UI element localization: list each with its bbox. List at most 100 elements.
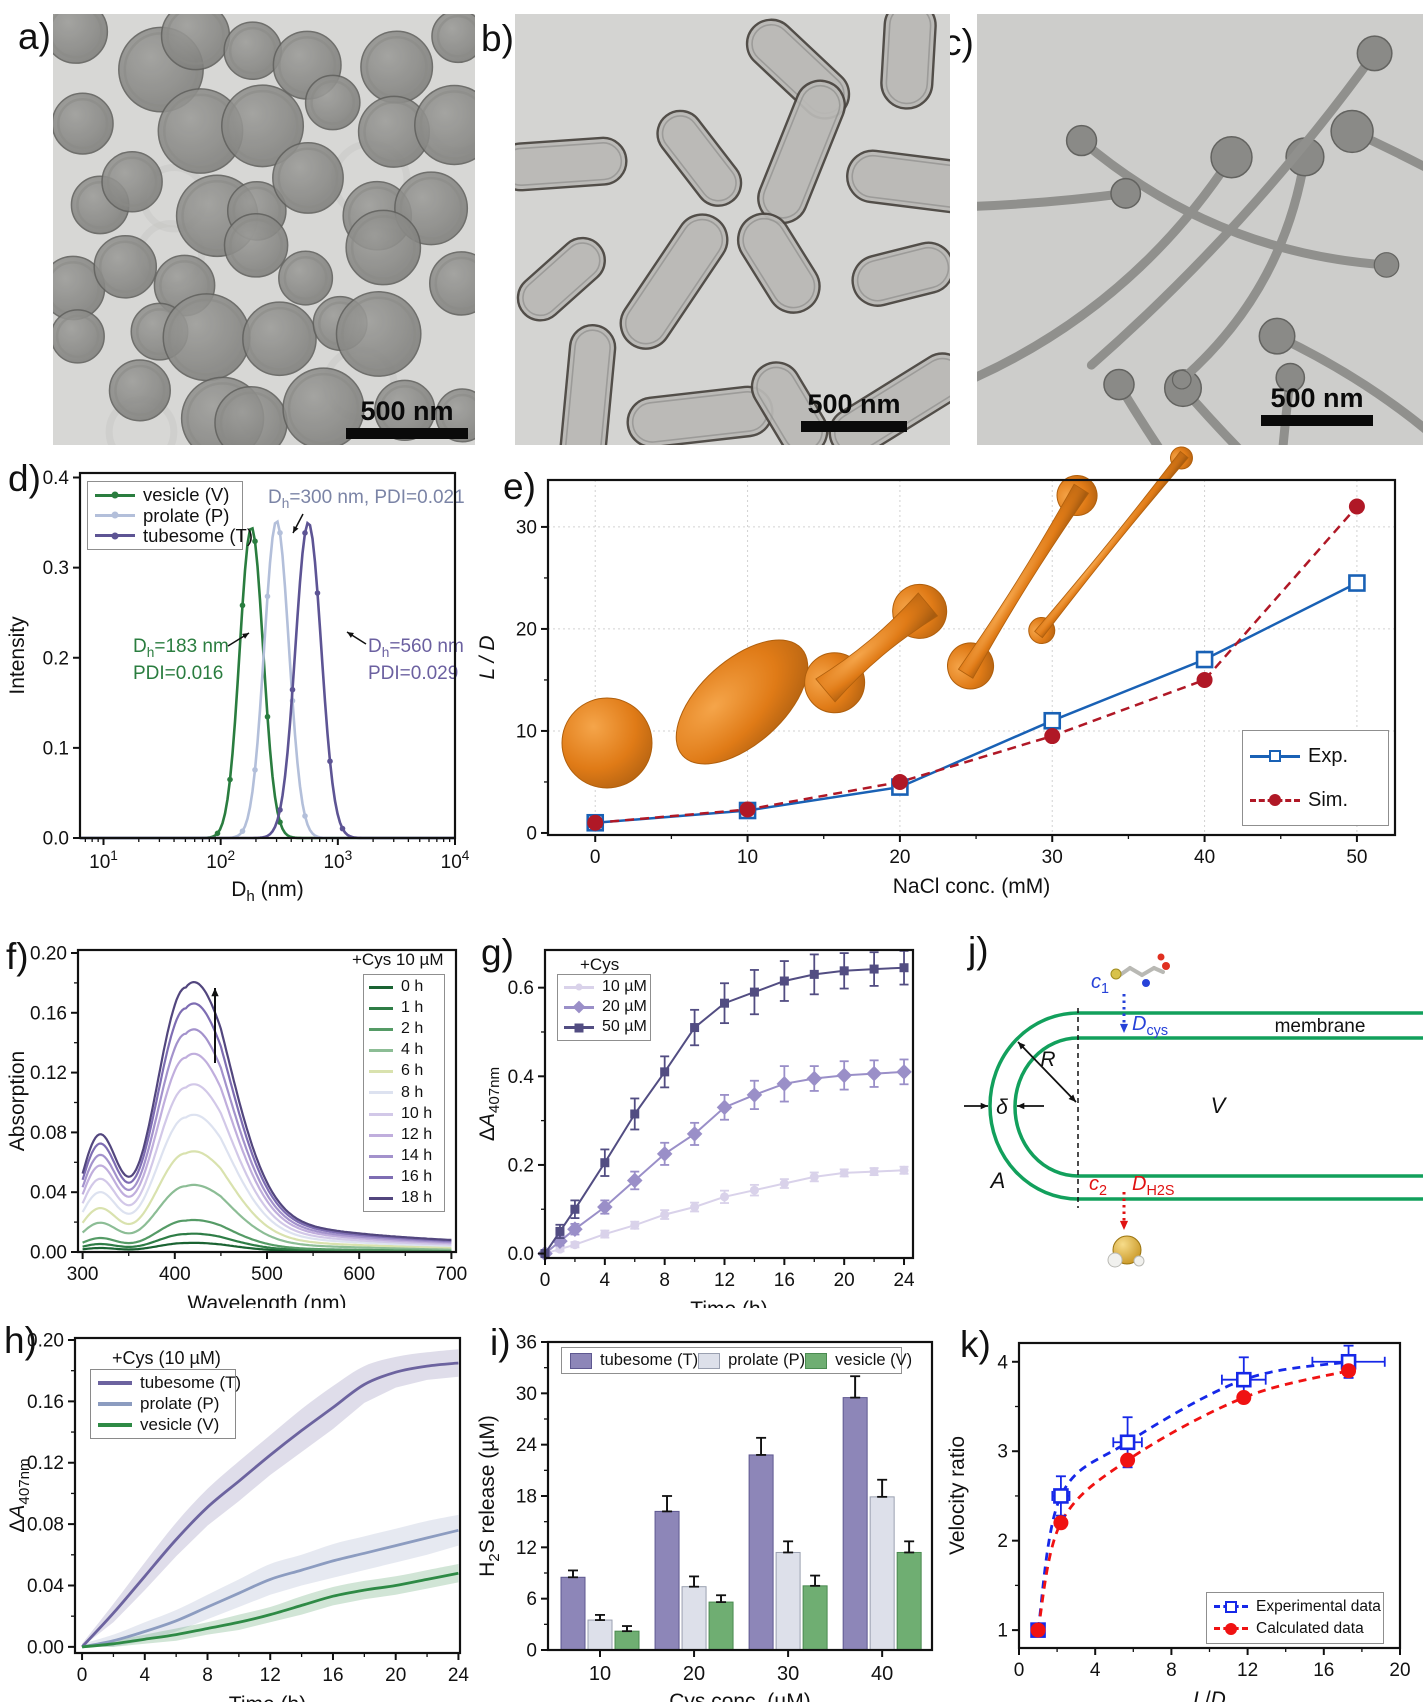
svg-text:0.20: 0.20 [27, 1330, 64, 1351]
svg-text:12: 12 [1237, 1660, 1258, 1681]
legend-h-prolate: prolate (P) [98, 1395, 228, 1413]
legend-f-item-6h: 6 h [369, 1063, 439, 1080]
svg-text:4: 4 [139, 1665, 150, 1686]
scale-bar-b-label: 500 nm [807, 388, 901, 419]
svg-text:500: 500 [251, 1264, 283, 1285]
svg-text:8: 8 [202, 1665, 213, 1686]
svg-text:Dcys: Dcys [1132, 1013, 1168, 1039]
legend-f-item-10h: 10 h [369, 1105, 439, 1123]
experimental-swatch [1214, 1600, 1248, 1614]
legend-f-item-label: 12 h [401, 1125, 433, 1143]
time-line-swatch [369, 1065, 393, 1079]
svg-text:PDI=0.029: PDI=0.029 [368, 663, 458, 684]
legend-i-vesicle-label: vesicle (V) [835, 1350, 913, 1369]
svg-text:0.20: 0.20 [30, 943, 67, 964]
svg-text:A: A [989, 1168, 1006, 1193]
legend-i-vesicle: vesicle (V) [805, 1350, 913, 1369]
svg-text:Wavelength (nm): Wavelength (nm) [187, 1292, 346, 1308]
svg-text:8: 8 [659, 1270, 670, 1291]
ld-vs-nacl-chart: 0 10 20 30 40 50 0 10 20 30 NaCl conc. (mM) L / D [476, 446, 1397, 898]
svg-text:104: 104 [441, 848, 470, 873]
svg-text:16: 16 [774, 1270, 795, 1291]
legend-g-20um: 20 µM [564, 998, 647, 1016]
scale-bar-a: 500 nm [346, 396, 468, 439]
legend-h-vesicle-label: vesicle (V) [140, 1414, 220, 1434]
legend-i-prolate-label: prolate (P) [728, 1350, 806, 1369]
svg-text:3: 3 [997, 1442, 1008, 1463]
svg-text:12: 12 [516, 1538, 537, 1559]
legend-i-prolate: prolate (P) [698, 1350, 806, 1369]
svg-text:NaCl conc. (mM): NaCl conc. (mM) [893, 875, 1051, 898]
legend-d: vesicle (V) prolate (P) tubesome (T) [87, 481, 253, 550]
svg-text:V: V [1211, 1093, 1228, 1118]
svg-text:Time (h): Time (h) [690, 1298, 767, 1308]
legend-f-item-14h: 14 h [369, 1146, 439, 1165]
legend-i: tubesome (T) prolate (P) vesicle (V) [561, 1347, 912, 1374]
svg-text:Dh=300 nm, PDI=0.021: Dh=300 nm, PDI=0.021 [268, 487, 465, 511]
scale-bar-b: 500 nm [801, 388, 907, 432]
legend-d-prolate: prolate (P) [95, 505, 235, 525]
panel-f-label: f) [6, 936, 29, 977]
svg-text:10: 10 [516, 721, 537, 742]
svg-text:0.08: 0.08 [27, 1515, 64, 1536]
svg-text:400: 400 [159, 1264, 191, 1285]
kinetics-shape-chart: 0 4 8 12 16 20 24 0.00 0.04 0.08 0.12 0.16 0.20 Time … [6, 1330, 469, 1702]
legend-f-item-2h: 2 h [369, 1020, 439, 1038]
legend-k-calculated-label: Calculated data [1256, 1619, 1364, 1637]
time-line-swatch [369, 1107, 393, 1121]
legend-f-item-label: 16 h [401, 1167, 433, 1185]
time-line-swatch [369, 1086, 393, 1100]
tem-image-tubesomes: 500 nm [977, 14, 1423, 445]
svg-text:PDI=0.016: PDI=0.016 [133, 663, 223, 684]
svg-text:ΔA407nm: ΔA407nm [6, 1458, 33, 1532]
legend-d-vesicle: vesicle (V) [95, 485, 235, 505]
svg-text:20: 20 [1389, 1660, 1410, 1681]
svg-text:membrane: membrane [1275, 1016, 1366, 1037]
svg-text:0.3: 0.3 [43, 558, 69, 579]
legend-e-sim-label: Sim. [1308, 788, 1348, 811]
svg-text:H2S release (µM): H2S release (µM) [476, 1415, 503, 1577]
vesicle-bar-swatch [805, 1352, 828, 1369]
legend-f-item-label: 14 h [401, 1146, 433, 1164]
svg-text:0: 0 [77, 1665, 88, 1686]
svg-text:10: 10 [589, 1663, 611, 1685]
svg-text:0: 0 [1014, 1660, 1025, 1681]
legend-e-exp: Exp. [1250, 745, 1381, 767]
svg-text:24: 24 [516, 1435, 538, 1456]
vesicle-line-swatch [95, 488, 135, 502]
svg-text:12: 12 [260, 1665, 281, 1686]
svg-text:0.16: 0.16 [30, 1003, 67, 1024]
svg-text:50: 50 [1346, 847, 1367, 868]
legend-f-item-label: 18 h [401, 1188, 433, 1206]
svg-text:30: 30 [516, 517, 537, 538]
svg-text:c2: c2 [1089, 1173, 1107, 1199]
svg-text:30: 30 [777, 1663, 799, 1685]
svg-text:30: 30 [1042, 847, 1063, 868]
legend-h-tubesome: tubesome (T) [98, 1374, 241, 1392]
svg-text:2: 2 [997, 1531, 1008, 1552]
svg-text:0.12: 0.12 [27, 1453, 64, 1474]
svg-text:20: 20 [385, 1665, 406, 1686]
legend-f-item-label: 1 h [401, 999, 424, 1017]
svg-text:c1: c1 [1091, 971, 1109, 997]
svg-text:103: 103 [323, 848, 352, 873]
prolate-h-swatch [98, 1397, 132, 1411]
svg-text:20: 20 [516, 619, 537, 640]
scale-bar-c-bar [1261, 415, 1373, 426]
tem-image-vesicles: 500 nm [53, 14, 475, 445]
svg-text:8: 8 [1166, 1660, 1177, 1681]
legend-g-20um-label: 20 µM [602, 998, 647, 1016]
legend-f: 0 h 1 h 2 h 4 h 6 h 8 h 10 h 12 h 14 h 16 h 18 h [363, 974, 445, 1212]
legend-f-title: +Cys 10 µM [352, 950, 444, 969]
svg-text:Dh (nm): Dh (nm) [231, 878, 304, 905]
svg-text:0.16: 0.16 [27, 1392, 64, 1413]
svg-text:L / D: L / D [476, 636, 499, 680]
svg-text:4: 4 [1090, 1660, 1101, 1681]
legend-h-vesicle: vesicle (V) [98, 1414, 228, 1434]
legend-i-tubesome: tubesome (T) [570, 1351, 698, 1369]
legend-f-item-label: 2 h [401, 1020, 424, 1038]
tem-image-prolates: 500 nm [515, 14, 950, 445]
